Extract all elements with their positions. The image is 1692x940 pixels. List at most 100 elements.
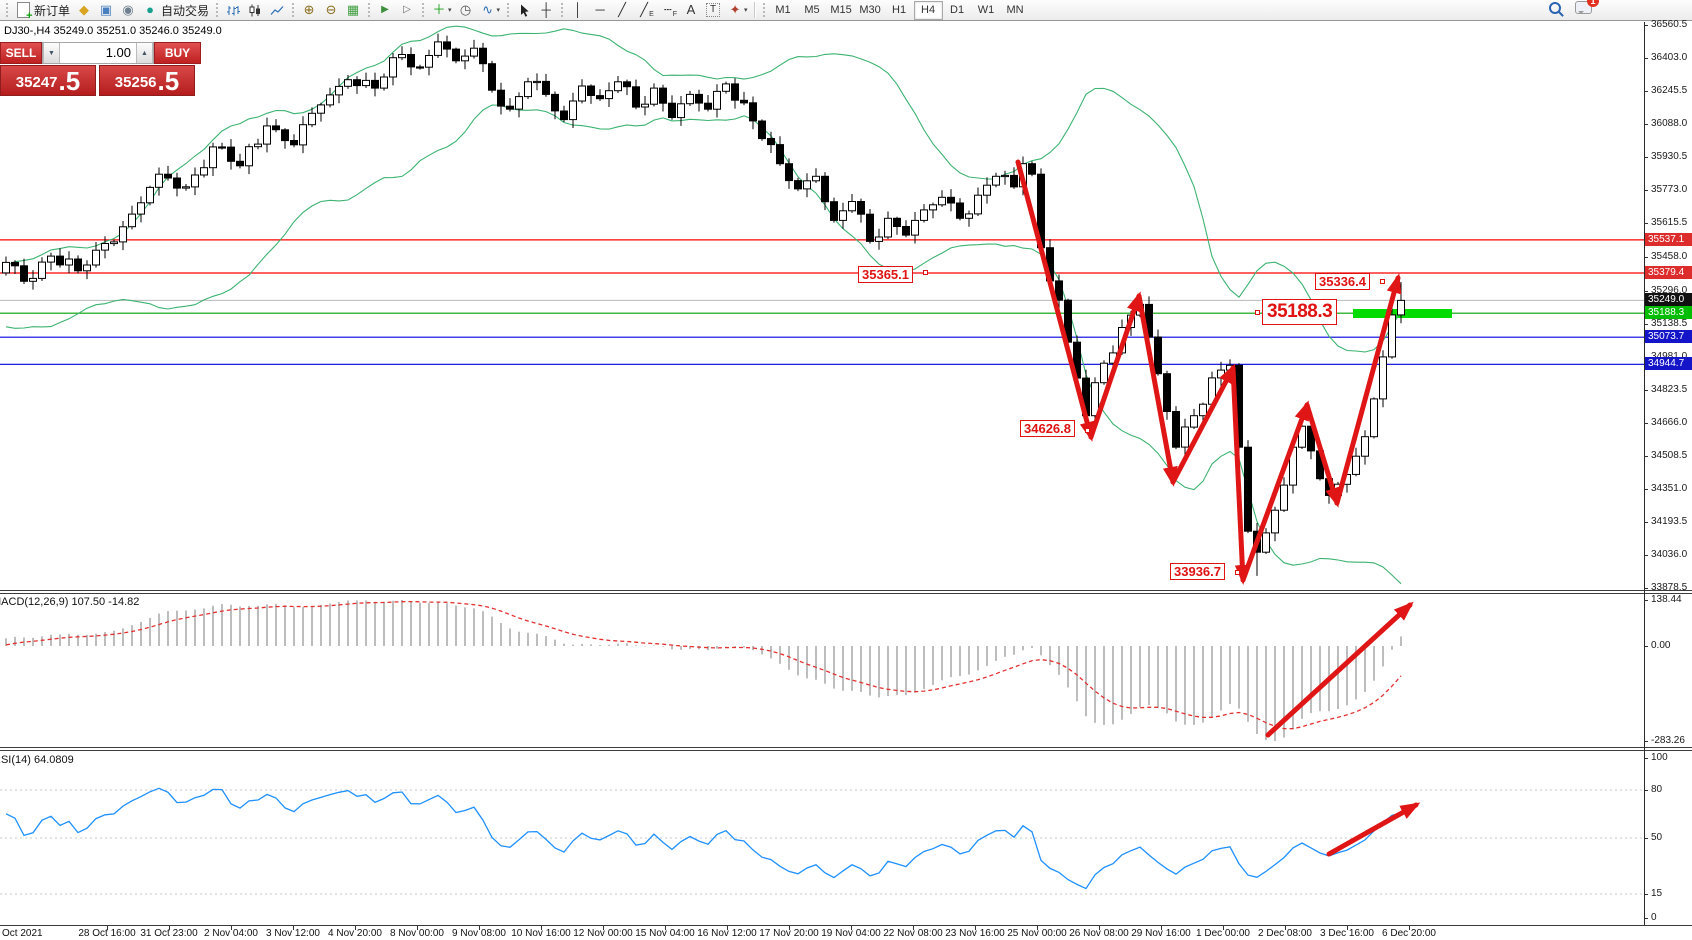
buy-price[interactable]: 35256.5 [99,65,195,96]
candle [758,120,766,140]
price-tick: 34666.0 [1651,417,1688,428]
volume-up-button[interactable]: ▲ [136,43,153,63]
candle [740,99,748,104]
price-callout-35188.3[interactable]: 35188.3 [1262,299,1338,325]
timeframe-m1-button[interactable]: M1 [775,4,791,16]
axis-tick-mark [1644,894,1648,895]
sell-button[interactable]: SELL [0,42,42,64]
trend-arrow-main[interactable] [1230,365,1250,585]
trend-arrow-main[interactable] [1136,293,1178,487]
trend-arrow-main[interactable] [1240,400,1310,583]
time-tick-mark [1347,926,1348,930]
buy-button[interactable]: BUY [154,42,201,64]
fibonacci-icon: ┄ [663,2,672,17]
timeframe-mn-button[interactable]: MN [1006,4,1024,16]
time-tick-mark [1409,926,1410,930]
price-callout-34626.8[interactable]: 34626.8 [1020,420,1075,437]
timeframe-d1-button[interactable]: D1 [950,4,965,16]
rsi-tick: 50 [1651,832,1663,843]
candle [1199,403,1207,417]
candle [110,241,118,245]
candle [623,81,631,88]
auto-scroll-button[interactable]: ▶ [375,1,395,19]
arrows-button[interactable]: ✦ ▾ [725,1,750,19]
volume-down-button[interactable]: ▼ [43,43,60,63]
add-indicator-button-dropdown-icon[interactable]: ▾ [448,7,452,14]
price-callout-35336.4[interactable]: 35336.4 [1315,273,1370,290]
timeframe-h4-button[interactable]: H4 [913,0,943,20]
rsi-pane-separator[interactable] [0,747,1692,751]
market-watch-icon[interactable]: ▣ [96,1,116,19]
volume-input[interactable]: 1.00 [105,45,131,60]
line-chart-button[interactable] [267,1,287,19]
sell-price[interactable]: 35247.5 [0,65,96,96]
candle [551,93,559,112]
time-label: 10 Nov 16:00 [511,928,571,939]
vertical-line-icon: │ [574,2,583,17]
price-callout-33936.7[interactable]: 33936.7 [1170,563,1225,580]
macd-indicator-label: MACD(12,26,9) 107.50 -14.82 [0,596,140,608]
tile-windows-button[interactable]: ▦ [343,1,363,19]
macd-pane-separator[interactable] [0,590,1692,594]
text-label-button[interactable]: T [703,1,723,19]
timeframe-w1-button[interactable]: W1 [977,4,995,16]
add-indicator-button[interactable]: ＋ ▾ [429,1,454,19]
equidistant-channel-button[interactable]: ╱ E [634,1,656,19]
notifications-button[interactable]: 1 [1575,0,1599,19]
timeframe-m15-button[interactable]: M15 [830,4,852,16]
text-icon: A [686,2,696,17]
bar-chart-button[interactable] [223,1,243,19]
search-button[interactable] [1549,1,1561,19]
zoom-in-button[interactable]: ⊕ [299,1,319,19]
period-button[interactable]: ◷ [456,1,476,19]
fibonacci-button[interactable]: ┄ F [658,1,679,19]
trend-arrows[interactable] [1015,159,1421,857]
timeframe-h1-button[interactable]: H1 [892,4,907,16]
candle [569,100,577,121]
arrows-button-dropdown-icon[interactable]: ▾ [744,7,748,14]
candle [713,90,721,110]
horizontal-line-button[interactable]: ─ [590,1,610,19]
new-order-button[interactable]: + 新订单 [13,1,72,22]
template-button-dropdown-icon[interactable]: ▾ [496,7,501,14]
candle [902,226,910,236]
axis-tick-mark [1644,324,1648,325]
candle [407,54,415,68]
sell-price-pip: .5 [58,66,81,96]
text-button[interactable]: A [681,1,701,19]
candle [1190,415,1198,428]
candlestick-chart-button[interactable] [245,1,265,19]
cursor-button[interactable] [514,1,534,19]
zoom-out-button[interactable]: ⊖ [321,1,341,19]
candle [497,89,505,107]
trend-arrow-main[interactable] [1170,363,1236,485]
time-tick-mark [355,926,356,930]
axis-tick-mark [1644,838,1648,839]
price-callout-35365.1[interactable]: 35365.1 [858,266,913,283]
trend-arrow-main[interactable] [1334,273,1402,506]
time-tick-mark [231,926,232,930]
trend-arrow-macd[interactable] [1265,601,1414,738]
candle [281,129,289,142]
axis-tick-mark [1644,390,1648,391]
candle [137,202,145,215]
template-button[interactable]: ∿ ▾ [478,1,503,19]
vertical-line-button[interactable]: │ [568,1,588,19]
signals-icon[interactable]: ◉ [118,1,138,19]
candle [1397,299,1405,316]
timeframe-m30-button[interactable]: M30 [859,4,881,16]
timeframe-m5-button[interactable]: M5 [804,4,820,16]
crosshair-button[interactable]: ┼ [536,1,556,19]
candle [362,79,370,87]
trend-arrow-main[interactable] [1304,402,1340,508]
autotrade-button[interactable]: ● 自动交易 [140,1,211,19]
chart-shift-button[interactable]: ▷ [397,1,417,19]
trend-arrow-main[interactable] [1015,159,1095,442]
chart-title: DJ30-,H4 35249.0 35251.0 35246.0 35249.0 [4,25,222,37]
trend-arrow-main[interactable] [1088,291,1142,440]
trendline-button[interactable]: ╱ [612,1,632,19]
trend-arrow-rsi[interactable] [1326,802,1421,857]
price-tick: 34036.0 [1651,549,1688,560]
chart-profile-icon[interactable]: ◆ [74,1,94,19]
